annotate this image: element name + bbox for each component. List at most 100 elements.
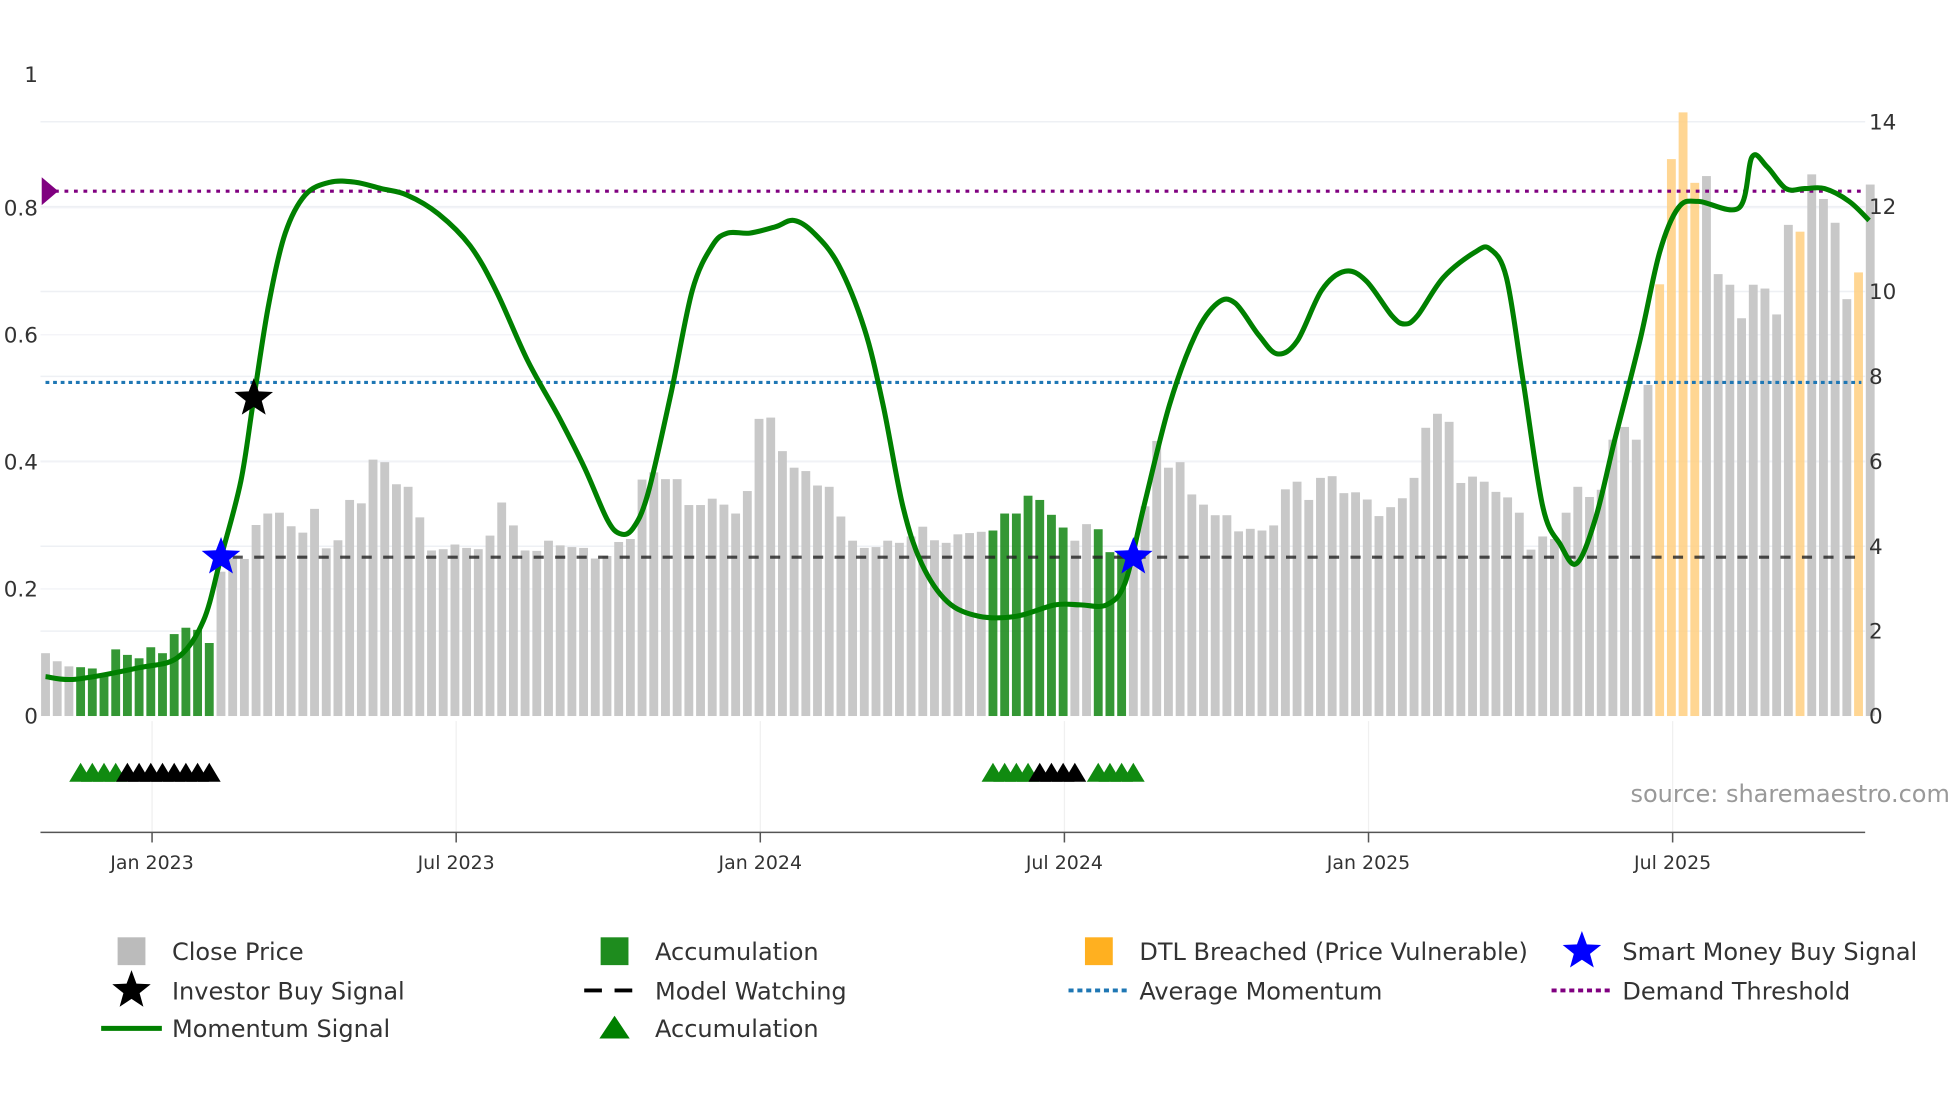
close-price-bar [1538,536,1548,717]
close-price-bar [1210,515,1220,717]
close-price-bar [1842,299,1852,717]
accumulation-bar [111,649,121,717]
right-tick-label: 2 [1869,620,1883,645]
close-price-bar [1386,507,1396,717]
close-price-bar [555,545,565,717]
close-price-bar [1163,467,1173,717]
close-price-bar [1479,481,1489,717]
investor-buy-star [234,378,274,415]
accumulation-bar [1047,514,1056,717]
accumulation-triangle-black [1063,762,1087,782]
close-price-bar [965,533,974,717]
close-price-bar [1421,427,1431,717]
left-tick-label: 0 [24,705,38,730]
close-price-bar [871,547,881,717]
close-price-bar [754,418,764,717]
legend-label: Accumulation [655,1015,819,1043]
dtl-breached-bar [1795,231,1805,717]
close-price-bar [263,513,273,717]
close-price-bar [64,666,74,717]
accumulation-triangle-black [197,762,221,782]
close-price-bar [848,540,858,717]
close-price-bar [321,548,331,717]
close-price-bar [1643,384,1653,717]
legend-label: Momentum Signal [172,1015,390,1043]
close-price-bar [1444,421,1454,717]
close-price-bar [298,532,308,717]
accumulation-bar [1000,513,1010,717]
close-price-bar [742,491,752,717]
close-price-bar [473,549,483,717]
legend-label: Accumulation [655,938,819,966]
close-price-bar [1304,499,1314,717]
x-tick-label: Jan 2023 [109,852,193,874]
close-price-bar [1140,506,1150,717]
signal-markers [69,378,1153,782]
close-price-bar [836,516,846,717]
accumulation-bar [1058,527,1068,717]
close-price-bar [1573,486,1583,717]
right-tick-label: 10 [1869,280,1896,305]
legend-label: Average Momentum [1139,977,1382,1005]
close-price-bar [497,502,507,717]
legend-item: Accumulation [599,1015,819,1043]
legend-item: Demand Threshold [1551,977,1850,1005]
momentum-signal-line [45,152,1871,683]
close-price-bar [1222,515,1232,717]
legend-triangle-icon [599,1015,630,1039]
close-price-bar [696,505,705,717]
close-price-bar [906,536,916,717]
close-price-bar [824,486,834,717]
close-price-bar [392,484,401,717]
close-price-bar [462,547,472,717]
accumulation-bar [134,658,144,717]
accumulation-bar [158,653,167,717]
close-price-bar [707,498,717,717]
close-price-bar [1702,176,1711,717]
left-tick-label: 0.6 [4,323,38,348]
close-price-bar [1549,539,1559,717]
dtl-breached-bar [1690,182,1700,717]
accumulation-bar [122,654,132,717]
close-price-bar [719,504,729,717]
right-tick-label: 8 [1869,365,1883,390]
legend-label: Close Price [172,938,304,966]
close-price-bar [918,526,928,717]
reference-lines [41,152,1871,683]
dtl-breached-bar [1678,112,1688,717]
accumulation-bar [1023,495,1033,717]
close-price-bar [345,499,355,717]
close-price-bar [894,542,904,717]
legend-label: Demand Threshold [1622,977,1850,1005]
close-price-bar [1362,499,1372,717]
close-price-bar [1351,492,1360,717]
right-tick-label: 14 [1869,110,1896,135]
close-price-bar [1725,284,1735,717]
close-price-bar [1456,482,1466,717]
legend-star-icon [112,970,151,1007]
legend-label: Model Watching [655,977,847,1005]
close-price-bar [953,534,963,717]
x-tick-label: Jul 2024 [1025,852,1103,874]
left-tick-label: 0.2 [4,578,38,603]
legend-item: DTL Breached (Price Vulnerable) [1084,937,1528,966]
close-price-bar [602,555,612,717]
close-price-bar [1187,494,1197,717]
close-price-bar [275,512,284,717]
close-price-bar [1269,525,1279,717]
close-price-bar [637,479,647,717]
close-price-bar [239,558,249,717]
close-price-bar [1608,439,1618,717]
accumulation-bar [181,627,191,717]
close-price-bar [1292,481,1302,717]
close-price-bar [731,513,741,717]
close-price-bar [1514,512,1524,717]
close-price-bar [1374,516,1384,717]
legend-label: Investor Buy Signal [172,977,405,1005]
accumulation-bar [99,673,109,717]
close-price-bar [976,531,986,717]
close-price-bar [883,540,893,717]
close-price-bar [1503,497,1513,717]
close-price-bar [1561,512,1571,717]
